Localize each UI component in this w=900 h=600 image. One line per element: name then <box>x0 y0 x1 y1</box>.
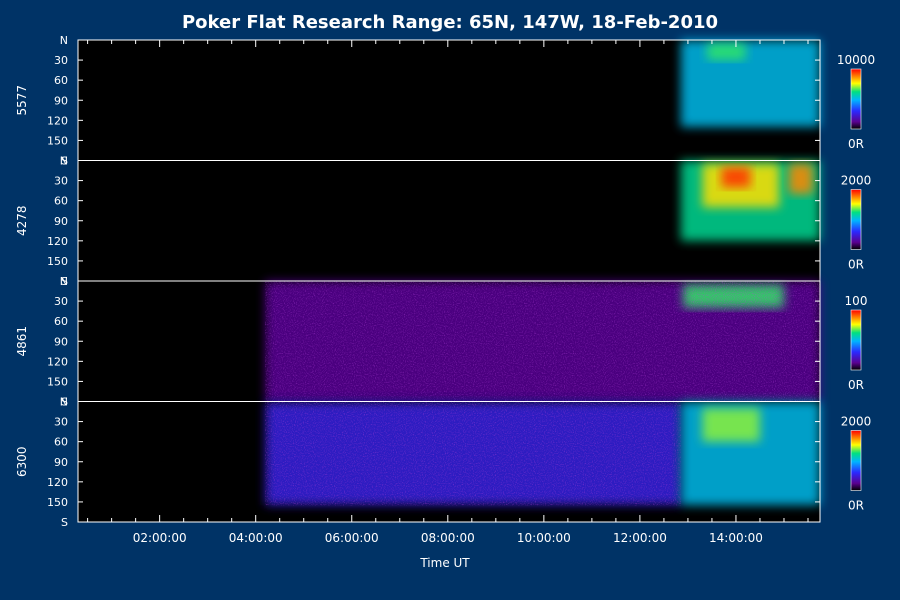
colorbar-max-label: 2000 <box>841 415 872 429</box>
y-tick-label: 90 <box>54 335 68 348</box>
y-tick-label: 60 <box>54 195 68 208</box>
y-tick-label: 90 <box>54 215 68 228</box>
x-axis: 02:00:00 04:00:00 06:00:00 08:00:00 10:00:00… <box>87 40 809 545</box>
x-tick-label: 04:00:00 <box>229 531 283 545</box>
y-tick-label: N <box>60 275 68 288</box>
colorbar-min-label: 0R <box>848 137 864 151</box>
y-tick-label: 150 <box>47 255 68 268</box>
colorbar-min-label: 0R <box>848 258 864 272</box>
y-tick-label: 150 <box>47 375 68 388</box>
y-tick-label: S <box>61 275 68 288</box>
colorbar-min-label: 0R <box>848 378 864 392</box>
emission-region <box>680 40 820 128</box>
chart-title: Poker Flat Research Range: 65N, 147W, 18… <box>182 12 718 33</box>
panels-layer: N 30 60 90 120 150 S 5577 10000 0R N 30 60 90 120 150 S 4… <box>15 34 875 529</box>
y-tick-label: 150 <box>47 134 68 147</box>
panel-channel-label: 6300 <box>15 446 29 477</box>
colorbar-max-label: 10000 <box>837 53 875 67</box>
y-tick-label: 90 <box>54 456 68 469</box>
y-tick-label: 60 <box>54 74 68 87</box>
panel-4861: N 30 60 90 120 150 S 4861 100 0R <box>15 275 867 409</box>
colorbar-max-label: 2000 <box>841 174 872 188</box>
y-tick-label: 30 <box>54 295 68 308</box>
y-tick-label: 30 <box>54 175 68 188</box>
y-tick-label: 30 <box>54 416 68 429</box>
emission-region <box>702 408 760 442</box>
colorbar <box>850 189 862 250</box>
colorbar <box>850 430 862 491</box>
y-tick-label: S <box>61 516 68 529</box>
x-axis-label: Time UT <box>419 556 470 570</box>
y-tick-label: S <box>61 155 68 168</box>
y-tick-label: 120 <box>47 355 68 368</box>
y-tick-label: 120 <box>47 114 68 127</box>
x-tick-label: 10:00:00 <box>517 531 571 545</box>
y-tick-label: S <box>61 396 68 409</box>
emission-noise <box>265 281 820 402</box>
colorbar <box>850 68 862 130</box>
colorbar <box>850 309 862 371</box>
colorbar-max-label: 100 <box>845 294 868 308</box>
panel-6300: N 30 60 90 120 150 S 6300 2000 0R <box>15 396 871 530</box>
x-tick-label: 06:00:00 <box>325 531 379 545</box>
panel-channel-label: 4278 <box>15 205 29 236</box>
panel-channel-label: 4861 <box>15 326 29 357</box>
panel-5577: N 30 60 90 120 150 S 5577 10000 0R <box>15 34 875 168</box>
y-tick-label: N <box>60 34 68 47</box>
y-tick-label: N <box>60 396 68 409</box>
emission-region <box>707 43 746 61</box>
x-tick-label: 02:00:00 <box>133 531 187 545</box>
emission-region <box>721 167 751 188</box>
x-tick-label: 12:00:00 <box>613 531 667 545</box>
y-tick-label: 150 <box>47 496 68 509</box>
panel-4278: N 30 60 90 120 150 S 4278 2000 0R <box>15 155 871 289</box>
colorbar-min-label: 0R <box>848 499 864 513</box>
y-tick-label: 120 <box>47 235 68 248</box>
y-tick-label: N <box>60 155 68 168</box>
x-tick-label: 14:00:00 <box>709 531 763 545</box>
x-tick-label: 08:00:00 <box>421 531 475 545</box>
emission-region <box>788 163 813 194</box>
y-tick-label: 60 <box>54 315 68 328</box>
panel-channel-label: 5577 <box>15 85 29 116</box>
emission-noise <box>265 401 681 506</box>
y-tick-label: 60 <box>54 436 68 449</box>
y-tick-label: 30 <box>54 54 68 67</box>
y-tick-label: 120 <box>47 476 68 489</box>
y-tick-label: 90 <box>54 94 68 107</box>
